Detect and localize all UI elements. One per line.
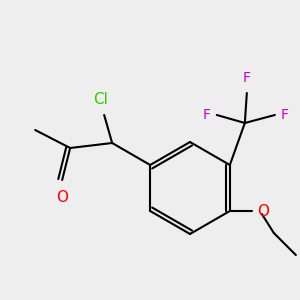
Text: F: F <box>281 108 289 122</box>
Text: O: O <box>257 205 269 220</box>
Text: F: F <box>243 71 251 85</box>
Text: F: F <box>203 108 211 122</box>
Text: Cl: Cl <box>93 92 108 107</box>
Text: O: O <box>56 190 68 205</box>
